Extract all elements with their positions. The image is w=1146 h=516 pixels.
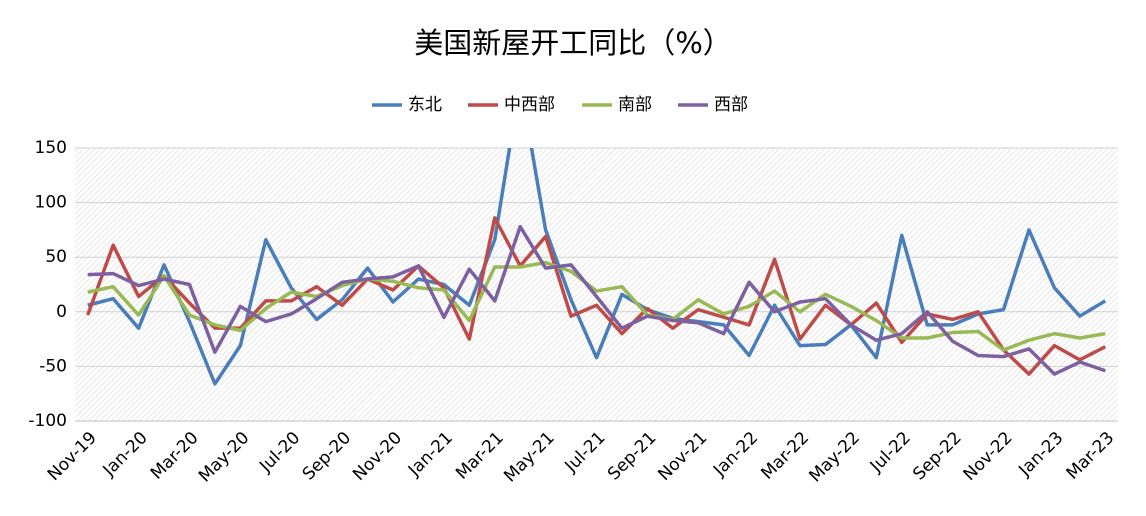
plot-area: [75, 148, 1118, 421]
series-line: [86, 216, 1107, 376]
legend-label: 南部: [618, 95, 652, 115]
legend-label: 东北: [408, 95, 442, 115]
x-tick-label: Nov-21: [654, 428, 711, 485]
lines: [86, 148, 1107, 386]
x-tick-label: Jan-22: [709, 428, 762, 481]
x-tick-label: Mar-21: [452, 428, 508, 484]
x-tick-label: Jan-23: [1014, 428, 1067, 481]
x-tick-label: Sep-22: [909, 428, 965, 484]
x-tick-label: May-21: [500, 428, 558, 486]
x-tick-label: Jan-20: [99, 428, 152, 481]
x-tick-label: May-22: [806, 428, 864, 486]
x-tick-label: Nov-20: [349, 428, 406, 485]
series-line: [87, 224, 1106, 376]
legend-label: 中西部: [504, 95, 555, 115]
x-tick-label: Mar-20: [147, 428, 203, 484]
series-line: [87, 148, 1107, 386]
x-tick-label: May-20: [195, 428, 253, 486]
x-tick-label: Nov-22: [960, 428, 1017, 485]
y-tick-label: -50: [39, 356, 67, 376]
chart-title: 美国新屋开工同比（%）: [414, 26, 732, 60]
legend-label: 西部: [714, 95, 748, 115]
x-tick-label: Mar-22: [757, 428, 813, 484]
y-tick-label: 100: [35, 193, 67, 213]
y-tick-label: -100: [28, 411, 67, 431]
y-tick-label: 50: [45, 247, 67, 267]
x-tick-label: Jul-22: [866, 428, 915, 477]
y-tick-label: 0: [56, 302, 67, 322]
x-tick-label: Sep-21: [604, 428, 660, 484]
x-tick-label: Nov-19: [44, 428, 101, 485]
x-tick-label: Mar-23: [1063, 428, 1119, 484]
x-tick-label: Jul-20: [255, 428, 304, 477]
x-tick-label: Sep-20: [299, 428, 355, 484]
x-tick-label: Jul-21: [561, 428, 610, 477]
x-tick-label: Jan-21: [404, 428, 457, 481]
y-tick-label: 150: [35, 138, 67, 158]
